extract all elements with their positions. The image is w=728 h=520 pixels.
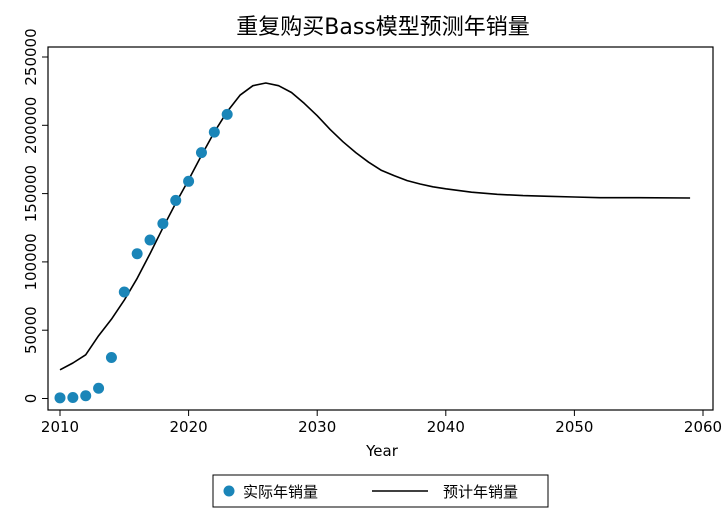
- actual-point-2019: [170, 194, 182, 206]
- actual-point-2017: [144, 234, 156, 246]
- actual-point-2011: [67, 392, 79, 404]
- actual-point-2013: [93, 382, 105, 394]
- y-tick-label-3: 150000: [22, 165, 40, 222]
- x-tick-label-5: 2060: [684, 418, 722, 436]
- actual-point-2023: [221, 108, 233, 120]
- x-axis: 2010 2020 2030 2040 2050 2060: [41, 410, 722, 436]
- y-tick-label-2: 100000: [22, 233, 40, 290]
- actual-point-2020: [183, 175, 195, 187]
- x-tick-label-4: 2050: [555, 418, 593, 436]
- actual-point-2014: [105, 352, 117, 364]
- actual-point-2015: [118, 286, 130, 298]
- legend-marker-actual: [223, 485, 235, 497]
- y-tick-label-1: 50000: [22, 306, 40, 354]
- x-axis-label: Year: [365, 442, 399, 460]
- legend: 实际年销量 预计年销量: [212, 474, 549, 508]
- chart-title: 重复购买Bass模型预测年销量: [236, 15, 530, 40]
- x-tick-label-2: 2030: [298, 418, 336, 436]
- actual-point-2016: [131, 248, 143, 260]
- y-tick-label-5: 250000: [22, 28, 40, 85]
- x-tick-label-1: 2020: [170, 418, 208, 436]
- y-tick-label-4: 200000: [22, 97, 40, 154]
- forecast-line: [59, 82, 691, 371]
- y-tick-label-0: 0: [22, 394, 40, 404]
- actual-point-2022: [208, 126, 220, 138]
- actual-point-2018: [157, 218, 169, 230]
- legend-label-actual: 实际年销量: [243, 483, 318, 501]
- y-axis: 0 50000 100000 150000 200000 250000: [22, 28, 48, 403]
- plot-frame: [47, 46, 714, 411]
- series-layer: [54, 82, 691, 404]
- legend-label-forecast: 预计年销量: [443, 483, 518, 501]
- x-tick-label-0: 2010: [41, 418, 79, 436]
- actual-point-2021: [195, 147, 207, 159]
- x-tick-label-3: 2040: [427, 418, 465, 436]
- actual-point-2010: [54, 392, 66, 404]
- actual-point-2012: [80, 390, 92, 402]
